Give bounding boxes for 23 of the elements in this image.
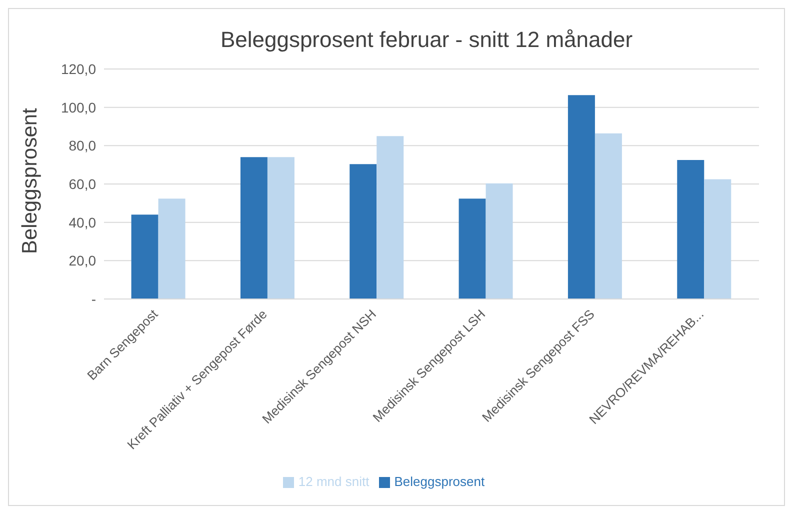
bar: [158, 198, 186, 299]
y-tick-label: 80,0: [68, 138, 96, 154]
bar: [568, 95, 595, 299]
y-tick-label: -: [91, 290, 96, 307]
legend-label: Beleggsprosent: [394, 474, 485, 489]
y-tick-label: 60,0: [68, 176, 96, 192]
y-tick-label: 100,0: [60, 99, 96, 116]
bar: [677, 160, 704, 299]
bar: [350, 164, 377, 299]
bar: [486, 183, 513, 299]
chart-title: Beleggsprosent februar - snitt 12 månader: [219, 26, 634, 54]
bar: [240, 157, 268, 299]
y-tick-label: 40,0: [68, 214, 96, 230]
legend-label: 12 mnd snitt: [298, 474, 370, 489]
bar: [267, 157, 294, 299]
bar: [594, 133, 622, 299]
bar: [376, 136, 404, 299]
y-axis-title: Beleggsprosent: [18, 108, 42, 254]
y-tick-label: 20,0: [68, 252, 96, 269]
bar: [458, 198, 486, 299]
y-tick-label: 120,0: [60, 60, 96, 77]
bar: [131, 214, 158, 299]
bar: [704, 179, 732, 299]
